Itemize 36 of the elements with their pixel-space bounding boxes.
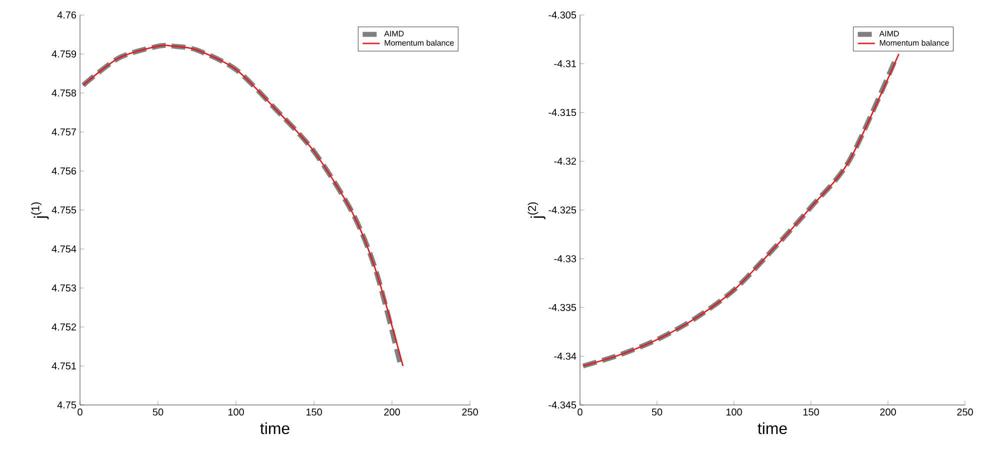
x-tick-label: 0 — [78, 408, 82, 416]
y-tick-label: -4.345 — [548, 401, 576, 409]
y-tick-label: -4.31 — [554, 60, 576, 68]
y-tick-label: 4.752 — [52, 323, 76, 331]
y-tick-label: 4.751 — [52, 362, 76, 370]
y-axis-title: j$^{(2)}$ — [528, 202, 546, 220]
y-tick-label: -4.335 — [548, 304, 576, 312]
x-tick-label: 0 — [578, 408, 582, 416]
y-tick-label: -4.32 — [554, 158, 576, 165]
x-tick-label: 250 — [462, 408, 478, 416]
x-tick-label: 100 — [228, 408, 244, 416]
y-tick-label: 4.756 — [52, 167, 76, 175]
x-tick-label: 200 — [384, 408, 400, 416]
y-tick-label: -4.325 — [548, 206, 576, 214]
x-tick-label: 250 — [957, 408, 973, 416]
y-tick-label: -4.315 — [548, 108, 576, 116]
y-axis-title: j$^{(1)}$ — [31, 202, 49, 220]
y-tick-label: 4.753 — [52, 284, 76, 292]
x-tick-label: 100 — [726, 408, 742, 416]
y-tick-label: 4.759 — [52, 50, 76, 58]
y-tick-label: 4.757 — [52, 128, 76, 136]
x-axis-title: time — [758, 422, 787, 434]
y-tick-label: -4.305 — [548, 11, 576, 19]
y-tick-label: 4.75 — [57, 402, 76, 408]
y-tick-label: 4.755 — [52, 206, 76, 214]
x-tick-label: 50 — [152, 408, 164, 416]
x-axis-title: time — [260, 422, 290, 434]
y-tick-label: 4.758 — [52, 89, 76, 97]
y-tick-label: -4.34 — [554, 352, 576, 360]
x-tick-label: 150 — [803, 408, 819, 416]
y-tick-label: 4.76 — [57, 11, 76, 19]
y-tick-label: -4.33 — [554, 255, 576, 262]
x-tick-label: 50 — [652, 408, 662, 416]
x-tick-label: 150 — [306, 408, 322, 416]
x-tick-label: 200 — [880, 408, 896, 416]
y-tick-label: 4.754 — [52, 246, 76, 252]
